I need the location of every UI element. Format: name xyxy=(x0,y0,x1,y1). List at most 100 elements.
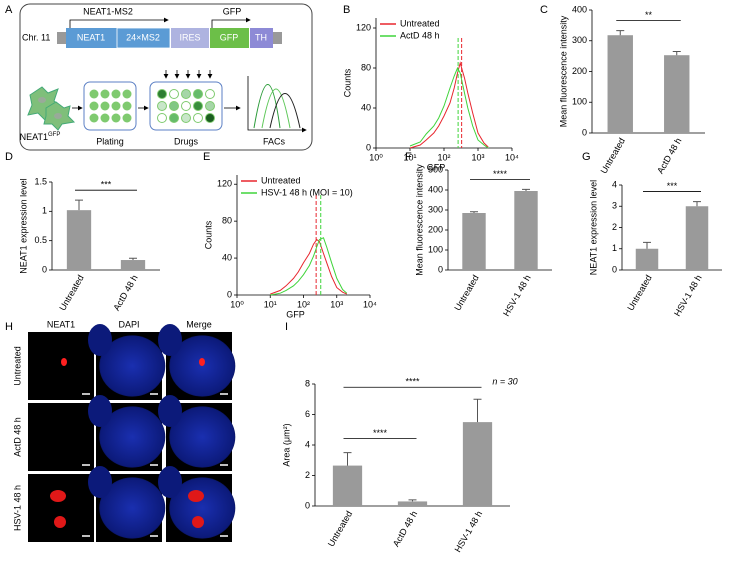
well xyxy=(122,101,132,111)
error-bar xyxy=(129,257,137,261)
y-tick-label: 0 xyxy=(438,264,443,274)
error-bar xyxy=(672,51,681,56)
y-tick-label: 0 xyxy=(305,500,310,510)
nucleus xyxy=(158,395,182,427)
image xyxy=(28,403,94,471)
transcript-label: NEAT1-MS2 xyxy=(83,6,133,16)
nucleus xyxy=(99,406,166,468)
y-axis-label: NEAT1 expression level xyxy=(18,178,28,273)
well xyxy=(193,101,203,111)
well xyxy=(193,89,203,99)
y-axis-label: Mean fluorescence intensity xyxy=(558,15,568,127)
bar xyxy=(332,465,363,506)
column-header: DAPI xyxy=(118,319,139,329)
well xyxy=(205,89,215,99)
y-tick-label: 120 xyxy=(217,179,232,189)
arrow xyxy=(69,17,169,28)
x-tick-label: Untreated xyxy=(57,273,85,312)
significance-label: **** xyxy=(405,377,420,387)
panel-label: H xyxy=(5,321,13,333)
step-label: Plating xyxy=(96,136,124,146)
significance-label: **** xyxy=(493,169,508,179)
significance-label: *** xyxy=(101,180,112,190)
well xyxy=(157,101,167,111)
y-axis-label: NEAT1 expression level xyxy=(588,180,598,275)
error-bar xyxy=(643,241,651,249)
element-label: GFP xyxy=(220,32,239,42)
bar xyxy=(514,191,538,270)
column-header: Merge xyxy=(186,319,212,329)
y-tick-label: 40 xyxy=(361,102,371,112)
x-tick-label: ActD 48 h xyxy=(111,273,139,312)
row-label: ActD 48 h xyxy=(12,417,22,457)
error-bar xyxy=(408,499,417,502)
y-axis-label: Area (μm²) xyxy=(281,423,291,466)
signal xyxy=(188,490,204,502)
panel-label: G xyxy=(582,151,591,163)
y-tick-label: 300 xyxy=(572,35,587,45)
well xyxy=(181,101,191,111)
x-tick-label: 10⁴ xyxy=(505,152,519,162)
panel-label: F xyxy=(405,151,412,163)
y-axis-label: Counts xyxy=(342,68,352,97)
facs-axes xyxy=(247,76,307,133)
y-tick-label: 0 xyxy=(612,264,617,274)
bar xyxy=(635,248,659,270)
signal xyxy=(199,358,205,366)
nucleus xyxy=(99,477,166,539)
element xyxy=(171,28,209,48)
bar xyxy=(664,55,690,133)
arrow xyxy=(211,17,251,28)
y-tick-label: 500 xyxy=(428,164,443,174)
bar xyxy=(66,210,92,270)
row-label: HSV-1 48 h xyxy=(12,485,22,531)
element-label: 24×MS2 xyxy=(126,32,160,42)
x-tick-label: Untreated xyxy=(326,509,354,548)
error-bar xyxy=(522,188,530,191)
well xyxy=(181,89,191,99)
chrom-end xyxy=(57,32,66,44)
series-line xyxy=(409,61,489,149)
panel-label: E xyxy=(203,151,210,163)
diagram: A Chr. 11 NEAT1 24×MS2 IRES GFP TH NEAT1… xyxy=(5,3,313,151)
y-tick-label: 0 xyxy=(42,264,47,274)
y-tick-label: 8 xyxy=(305,378,310,388)
series-line xyxy=(270,238,348,295)
well xyxy=(111,113,121,123)
diagram-frame xyxy=(19,3,313,151)
well xyxy=(169,89,179,99)
x-tick-label: 10³ xyxy=(330,299,343,309)
chromosome-label: Chr. 11 xyxy=(22,32,50,42)
y-tick-label: 400 xyxy=(428,184,443,194)
well xyxy=(181,113,191,123)
legend-label: ActD 48 h xyxy=(400,30,440,40)
well xyxy=(122,113,132,123)
legend-label: Untreated xyxy=(400,18,440,28)
well xyxy=(89,89,99,99)
x-tick-label: ActD 48 h xyxy=(391,509,419,548)
y-tick-label: 40 xyxy=(222,252,232,262)
well xyxy=(89,113,99,123)
bar xyxy=(462,422,493,506)
y-tick-label: 2 xyxy=(305,470,310,480)
signal xyxy=(61,358,67,366)
element xyxy=(250,28,273,48)
micrographs: H NEAT1 DAPI Merge Untreated ActD 48 h HSV-1 … xyxy=(5,319,236,542)
y-axis-label: Counts xyxy=(203,220,213,249)
x-tick-label: 10⁴ xyxy=(363,299,377,309)
series-line xyxy=(409,66,489,149)
error-bar xyxy=(75,199,83,211)
panel-label: D xyxy=(5,151,13,163)
reporter-label: GFP xyxy=(223,6,242,16)
y-tick-label: 0 xyxy=(227,289,232,299)
nucleus xyxy=(88,466,112,498)
well xyxy=(111,89,121,99)
y-axis-label: Mean fluorescence intensity xyxy=(414,164,424,276)
x-tick-label: 10² xyxy=(297,299,310,309)
element-label: IRES xyxy=(179,32,200,42)
y-tick-label: 4 xyxy=(305,439,310,449)
step-label: Drugs xyxy=(174,136,199,146)
well xyxy=(169,101,179,111)
y-tick-label: 2 xyxy=(612,222,617,232)
